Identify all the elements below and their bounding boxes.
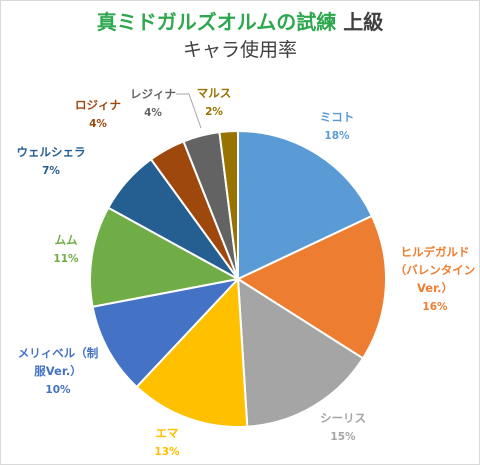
- data-label-emma-pct: 13%: [154, 446, 180, 458]
- data-label-welshera-pct: 7%: [42, 165, 60, 177]
- data-label-mars: マルス: [197, 86, 232, 100]
- pie-slice-9: [218, 129, 239, 280]
- data-label-rojina-pct: 4%: [89, 118, 107, 130]
- leader-line-rejina: [188, 93, 202, 129]
- data-label-hildegard-line1: ヒルデガルド: [401, 245, 470, 259]
- data-label-meribel-line1: メリィベル（制: [18, 346, 99, 360]
- chart-title-main: 真ミドガルズオルムの試練: [96, 10, 337, 34]
- data-label-emma: エマ: [156, 426, 179, 440]
- pie-slice-5: [89, 206, 241, 308]
- data-label-rejina-pct: 4%: [144, 107, 162, 119]
- data-label-mars-pct: 2%: [205, 106, 223, 118]
- data-label-rojina: ロジィナ: [75, 98, 121, 112]
- data-label-hildegard-pct: 16%: [422, 301, 448, 313]
- data-label-meribel-pct: 10%: [45, 384, 71, 396]
- data-label-mikoto-pct: 18%: [324, 130, 350, 142]
- pie-slice-4: [91, 277, 241, 389]
- pie-slice-1: [235, 214, 387, 360]
- data-label-mumu: ムム: [55, 233, 78, 247]
- pie-slice-3: [135, 276, 249, 428]
- data-label-welshera: ウェルシェラ: [17, 145, 86, 159]
- data-label-mumu-pct: 11%: [53, 253, 79, 265]
- pie-slice-0: [237, 129, 374, 281]
- data-label-meribel-line2: 服Ver.）: [34, 364, 81, 378]
- data-label-hildegard-line2: （バレンタイン: [395, 263, 476, 277]
- data-label-shiris-pct: 15%: [330, 431, 356, 443]
- chart-title: 真ミドガルズオルムの試練 上級: [1, 9, 479, 35]
- data-label-rejina: レジィナ: [130, 87, 176, 101]
- chart-title-level: 上級: [343, 10, 384, 34]
- chart-subtitle: キャラ使用率: [182, 39, 297, 61]
- data-label-shiris: シーリス: [320, 411, 366, 425]
- pie-slice-2: [236, 277, 365, 428]
- data-label-mikoto: ミコト: [320, 110, 355, 124]
- data-label-hildegard-line3: Ver.）: [417, 281, 453, 295]
- pie-slices: [89, 129, 387, 428]
